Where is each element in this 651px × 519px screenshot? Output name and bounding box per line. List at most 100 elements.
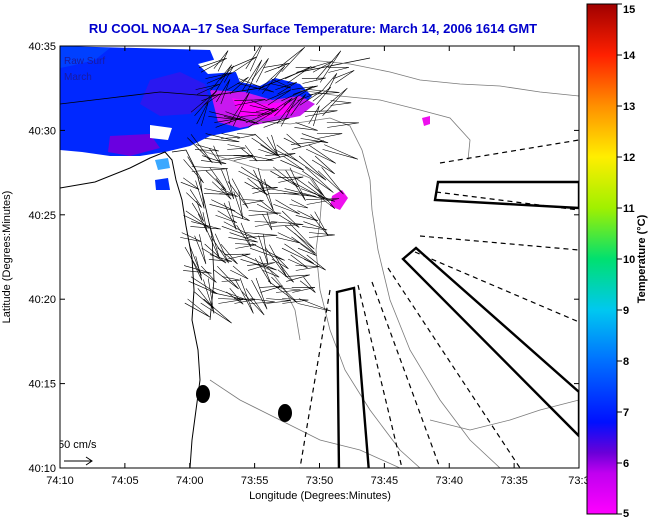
current-vector [250,298,275,304]
x-tick-label: 73:50 [306,475,334,487]
current-vector [270,221,304,227]
current-vector [223,201,237,230]
current-vector [312,86,332,105]
current-vector [251,277,268,310]
y-tick-label: 40:15 [28,379,56,391]
current-vector [230,265,249,280]
current-vector [180,177,200,190]
current-vector [301,77,326,84]
staten-coast [60,57,371,105]
current-vector [286,94,307,116]
colorbar-ticks: 15 14 13 12 11 10 9 8 7 6 5 [617,3,636,519]
colorbar-tick-label: 13 [623,101,635,113]
current-vector [287,254,308,269]
current-vector [208,254,232,262]
x-tick-label: 73:40 [435,475,463,487]
current-vector [300,133,329,144]
current-vector [332,70,355,84]
current-vector [225,253,251,260]
current-vector [316,133,343,139]
current-vector [251,58,269,83]
current-vector [291,287,316,293]
current-vector [262,211,273,231]
current-vector [244,232,278,238]
current-vector [304,110,338,117]
current-vector [194,234,207,265]
colorbar-tick-label: 5 [623,508,629,519]
current-vector [226,76,249,95]
sst-patch-blue-north [60,46,110,68]
current-vector [306,144,336,164]
shipping-lanes [335,180,579,468]
current-vector [271,97,293,117]
current-vector [317,167,344,195]
current-vector [244,177,269,196]
current-vector [194,144,220,152]
colorbar-tick-label: 11 [623,203,635,215]
x-tick-label: 74:00 [176,475,204,487]
current-vector [197,265,217,283]
scale-arrowhead [85,456,93,466]
current-vector [233,155,253,161]
current-vector [190,90,218,116]
current-vector [200,298,232,324]
current-vector [205,167,227,191]
cloud-gap-2 [150,125,172,140]
current-vector [278,210,300,228]
current-vector [266,298,291,304]
current-vectors [180,46,359,324]
sst-patch-offshore-small [422,116,430,126]
current-vector [234,298,256,304]
map-content: Raw Surf March 50 cm/s [60,46,579,468]
y-tick-label: 40:25 [28,210,56,222]
current-vector [275,287,301,293]
buoy-marker-2 [278,404,292,422]
current-vector [297,90,323,106]
current-vector [290,140,325,150]
current-vector [197,212,208,233]
current-vector [204,133,240,143]
current-vector [289,199,309,209]
current-vector [267,276,298,303]
current-vector [299,188,335,202]
current-vector [308,232,335,238]
sst-patch-blue-violet [140,72,210,116]
current-vector [200,155,227,165]
current-vector [228,91,250,127]
current-vector [262,265,280,278]
current-vector [215,210,238,224]
current-vector [236,222,252,248]
current-vector [208,145,222,166]
current-vector [240,254,277,271]
current-vector [184,298,211,318]
current-vector [250,243,285,261]
current-vector [214,117,242,128]
current-vector [231,210,250,221]
current-vector [235,243,257,249]
current-vector [213,265,239,290]
current-vector [291,232,316,254]
current-vector [294,122,318,131]
current-vector [183,156,204,184]
y-tick-label: 40:20 [28,294,56,306]
colorbar-tick-label: 8 [623,356,629,368]
current-vector [217,244,238,265]
current-vector [187,134,213,163]
current-vector [186,189,203,208]
x-tick-label: 73:3 [568,475,589,487]
current-vector [218,298,244,304]
current-vector [295,210,318,222]
x-axis-label: Longitude (Degrees:Minutes) [249,490,391,502]
current-vector [295,265,320,271]
current-vector [275,81,298,95]
current-vector [228,232,258,243]
current-vector [217,154,254,161]
y-tick-label: 40:10 [28,463,56,475]
current-vector [235,277,254,314]
x-tick-label: 73:55 [241,475,269,487]
current-vector [273,199,301,215]
sst-patch-offshore [330,190,348,210]
current-vector [280,155,305,171]
current-vector [285,274,310,282]
